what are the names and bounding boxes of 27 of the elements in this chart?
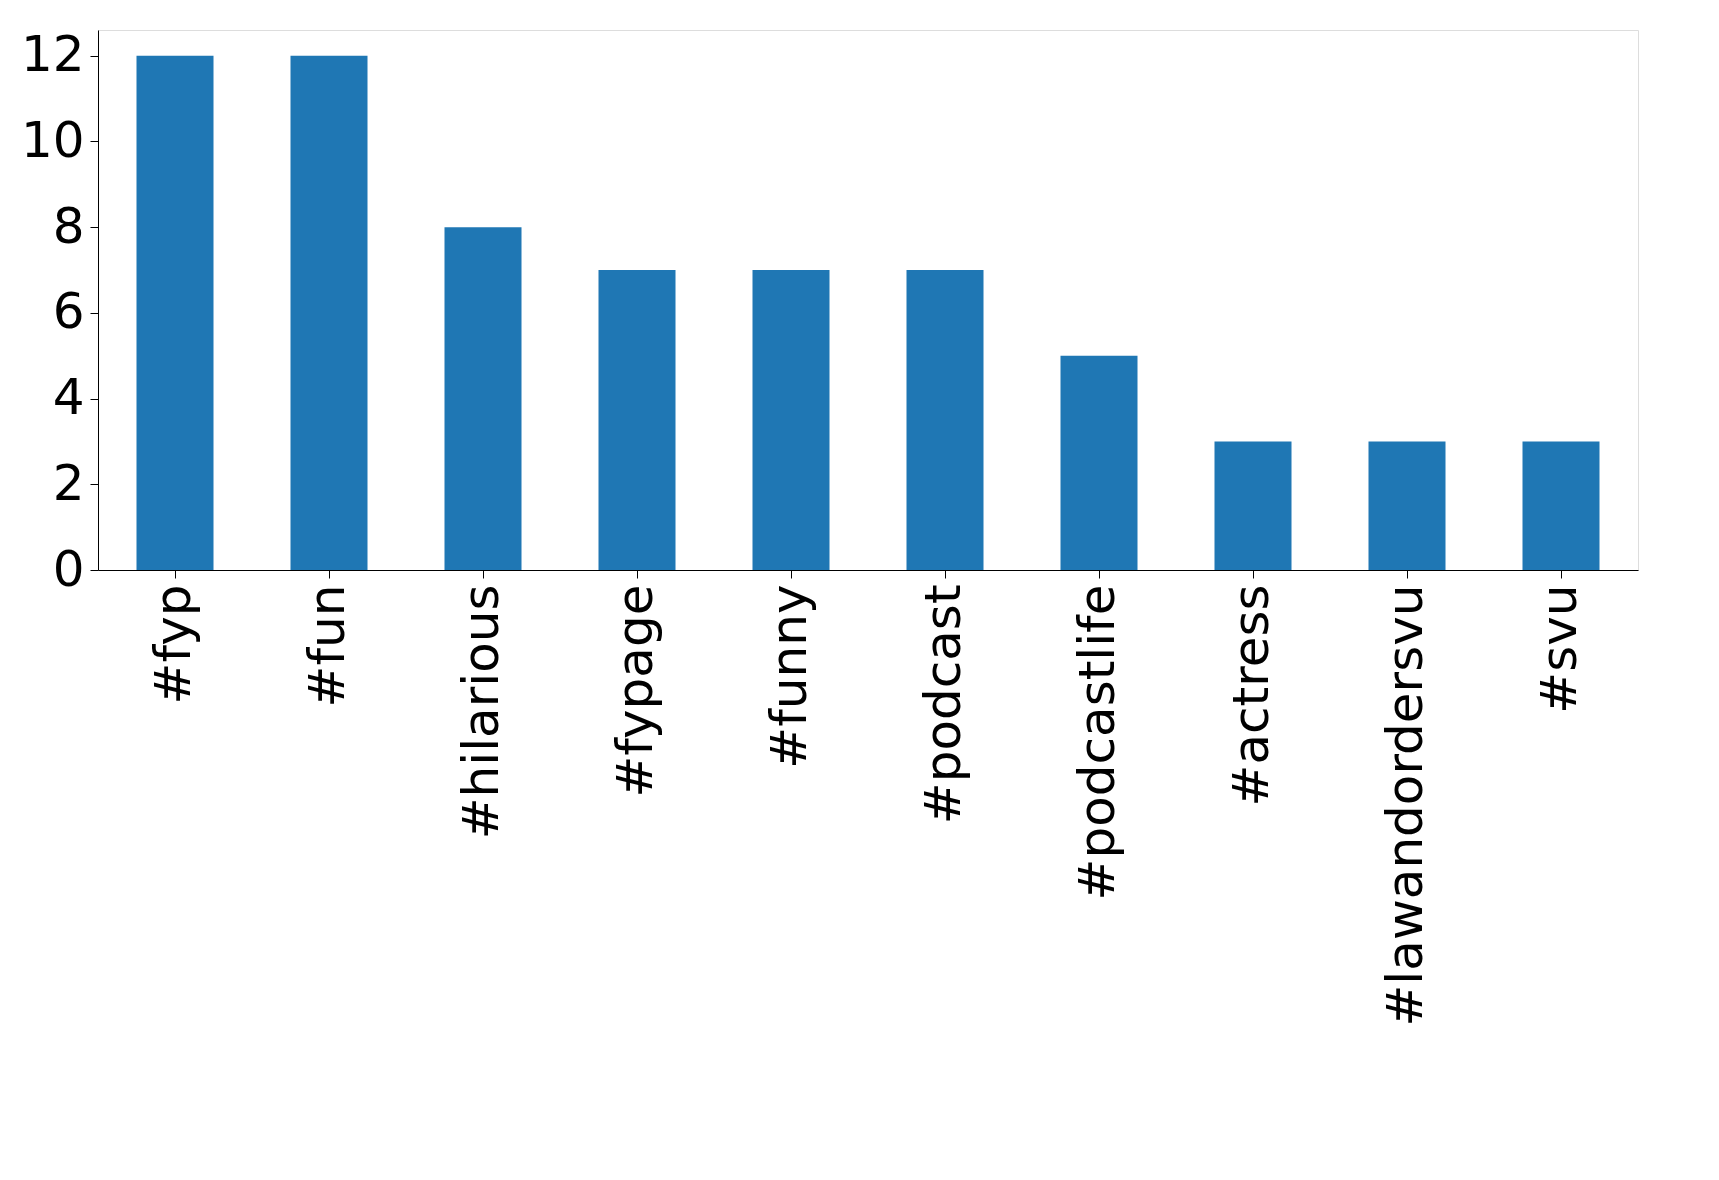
x-tick-label: #fun <box>298 584 356 708</box>
x-tick-label: #svu <box>1530 584 1588 714</box>
x-tick-label: #fyp <box>144 584 202 705</box>
y-tick-label: 12 <box>20 25 85 84</box>
x-tick-label: #podcast <box>914 584 972 825</box>
bar <box>752 270 830 570</box>
bar <box>136 55 214 570</box>
y-tick-label: 8 <box>52 196 85 255</box>
bar <box>1060 355 1138 570</box>
y-tick-label: 10 <box>20 110 85 169</box>
x-tick-label: #lawandordersvu <box>1376 584 1434 1027</box>
x-tick-label: #hilarious <box>452 584 510 840</box>
y-tick-label: 0 <box>52 539 85 598</box>
bar <box>598 270 676 570</box>
y-tick-label: 4 <box>52 368 85 427</box>
bar <box>1522 441 1600 570</box>
x-tick-label: #actress <box>1222 584 1280 807</box>
y-tick-label: 2 <box>52 453 85 512</box>
bar <box>1368 441 1446 570</box>
x-tick-label: #fypage <box>606 584 664 798</box>
bar <box>290 55 368 570</box>
x-tick-label: #podcastlife <box>1068 584 1126 901</box>
x-tick-label: #funny <box>760 584 818 769</box>
bar <box>906 270 984 570</box>
y-tick-label: 6 <box>52 282 85 341</box>
bar <box>444 227 522 570</box>
bar <box>1214 441 1292 570</box>
